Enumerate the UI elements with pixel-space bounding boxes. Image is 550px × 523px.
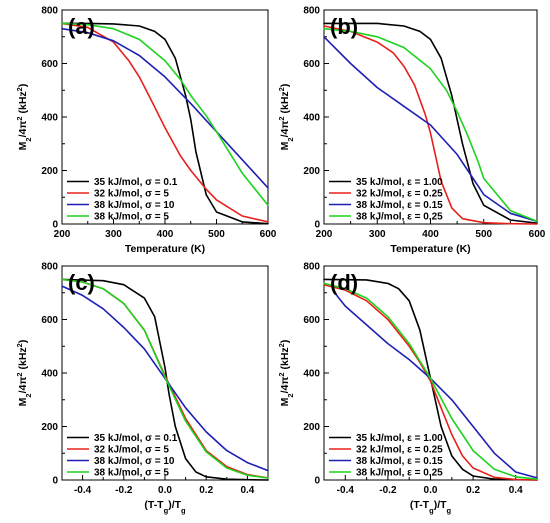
x-axis-title: (T-Tg)/Tg bbox=[410, 499, 452, 515]
y-tick-label: 400 bbox=[41, 369, 58, 380]
y-tick-label: 600 bbox=[41, 59, 58, 70]
y-tick-label: 0 bbox=[314, 476, 320, 487]
series-line bbox=[323, 25, 538, 225]
x-axis-title: Temperature (K) bbox=[125, 243, 205, 255]
y-tick-label: 800 bbox=[41, 6, 58, 17]
x-tick-label: 0.4 bbox=[240, 485, 254, 496]
y-tick-label: 400 bbox=[303, 113, 320, 124]
legend-entry: 38 kJ/mol, σ = 10 bbox=[94, 200, 175, 211]
y-tick-label: 200 bbox=[41, 422, 58, 433]
y-tick-label: 600 bbox=[303, 59, 320, 70]
legend-entry: 38 kJ/mol, ε = 0.15 bbox=[356, 456, 443, 467]
x-tick-label: -0.2 bbox=[379, 485, 397, 496]
y-tick-label: 200 bbox=[41, 166, 58, 177]
x-tick-label: 200 bbox=[54, 229, 71, 240]
legend-entry: 38 kJ/mol, ε = 0.25 bbox=[356, 468, 443, 479]
legend-entry: 38 kJ/mol, ε = 0.15 bbox=[356, 200, 443, 211]
series-line bbox=[61, 278, 269, 479]
legend-entry: 32 kJ/mol, σ = 5 bbox=[94, 189, 169, 200]
legend-entry: 35 kJ/mol, ε = 1.00 bbox=[356, 177, 443, 188]
y-axis-title: M2/4π2 (kHz2) bbox=[15, 84, 33, 151]
panel-3: 0 200 400 600 800 -0.4 -0.2 0.0 0.2 0.4 (c) 35 kJ/m… bbox=[15, 262, 269, 515]
x-tick-label: -0.2 bbox=[115, 485, 133, 496]
series-line bbox=[323, 22, 538, 224]
x-tick-label: 600 bbox=[260, 229, 277, 240]
legend-entry: 35 kJ/mol, ε = 1.00 bbox=[356, 433, 443, 444]
x-tick-label: 500 bbox=[475, 229, 492, 240]
legend-entry: 38 kJ/mol, σ = 5 bbox=[94, 212, 169, 223]
x-tick-label: 200 bbox=[316, 229, 333, 240]
y-tick-label: 0 bbox=[52, 220, 58, 231]
series-line bbox=[323, 27, 538, 223]
y-tick-label: 0 bbox=[52, 476, 58, 487]
panel-label: (a) bbox=[68, 14, 95, 39]
series-line bbox=[61, 22, 269, 225]
y-axis-title: M2/4π2 (kHz2) bbox=[277, 340, 295, 407]
legend-entry: 38 kJ/mol, σ = 10 bbox=[94, 456, 175, 467]
x-tick-label: 0.2 bbox=[466, 485, 480, 496]
x-axis-title: (T-Tg)/Tg bbox=[144, 499, 186, 515]
y-tick-label: 800 bbox=[303, 262, 320, 273]
y-tick-label: 200 bbox=[303, 422, 320, 433]
legend-entry: 38 kJ/mol, σ = 5 bbox=[94, 468, 169, 479]
panel-label: (d) bbox=[330, 270, 358, 295]
series-line bbox=[61, 22, 269, 207]
x-tick-label: 0.2 bbox=[199, 485, 213, 496]
legend-entry: 32 kJ/mol, ε = 0.25 bbox=[356, 189, 443, 200]
y-tick-label: 400 bbox=[41, 113, 58, 124]
legend-entry: 38 kJ/mol, ε = 0.25 bbox=[356, 212, 443, 223]
y-tick-label: 800 bbox=[41, 262, 58, 273]
panel-4: 0 200 400 600 800 -0.4 -0.2 0.0 0.2 0.4 (d) 35 kJ/m… bbox=[277, 262, 538, 515]
y-tick-label: 200 bbox=[303, 166, 320, 177]
series-line bbox=[323, 282, 538, 481]
series-line bbox=[323, 35, 538, 223]
x-tick-label: 300 bbox=[369, 229, 386, 240]
x-tick-label: -0.4 bbox=[337, 485, 355, 496]
legend-entry: 32 kJ/mol, σ = 5 bbox=[94, 445, 169, 456]
x-tick-label: 400 bbox=[422, 229, 439, 240]
x-tick-label: 0.0 bbox=[424, 485, 438, 496]
legend-entry: 35 kJ/mol, σ = 0.1 bbox=[94, 177, 178, 188]
y-axis-title: M2/4π2 (kHz2) bbox=[277, 84, 295, 151]
y-tick-label: 800 bbox=[303, 6, 320, 17]
y-tick-label: 0 bbox=[314, 220, 320, 231]
x-tick-label: 300 bbox=[105, 229, 122, 240]
series-line bbox=[61, 22, 269, 223]
x-tick-label: 0.4 bbox=[509, 485, 523, 496]
y-tick-label: 600 bbox=[41, 315, 58, 326]
series-line bbox=[323, 283, 538, 481]
legend-entry: 32 kJ/mol, ε = 0.25 bbox=[356, 445, 443, 456]
series-line bbox=[61, 27, 269, 189]
x-tick-label: 500 bbox=[208, 229, 225, 240]
y-axis-title: M2/4π2 (kHz2) bbox=[15, 340, 33, 407]
series-line bbox=[323, 278, 538, 481]
y-tick-label: 400 bbox=[303, 369, 320, 380]
legend-entry: 35 kJ/mol, σ = 0.1 bbox=[94, 433, 178, 444]
x-axis-title: Temperature (K) bbox=[390, 243, 470, 255]
x-tick-label: 400 bbox=[157, 229, 174, 240]
y-tick-label: 600 bbox=[303, 315, 320, 326]
x-tick-label: 600 bbox=[529, 229, 546, 240]
panel-label: (b) bbox=[330, 14, 358, 39]
series-line bbox=[61, 278, 269, 481]
x-tick-label: -0.4 bbox=[74, 485, 92, 496]
x-tick-label: 0.0 bbox=[158, 485, 172, 496]
panel-label: (c) bbox=[68, 270, 95, 295]
